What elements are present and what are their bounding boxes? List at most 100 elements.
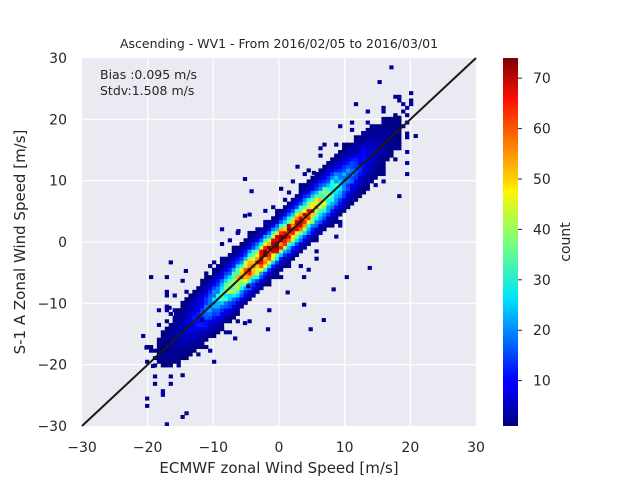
heatmap-cell [353, 146, 359, 151]
heatmap-cell [279, 253, 284, 258]
heatmap-cell [294, 238, 299, 243]
heatmap-cell [239, 282, 244, 287]
heatmap-cell [208, 275, 213, 280]
heatmap-cell [357, 175, 363, 180]
heatmap-cell [302, 183, 307, 188]
heatmap-cell [231, 315, 236, 320]
heatmap-cell [247, 253, 252, 258]
heatmap-cell [393, 127, 398, 132]
heatmap-cell [227, 275, 233, 280]
heatmap-cell [219, 282, 225, 287]
heatmap-cell [286, 256, 292, 261]
heatmap-cell [215, 271, 221, 276]
heatmap-cell [282, 238, 288, 243]
heatmap-cell [342, 175, 347, 180]
heatmap-cell [235, 249, 240, 254]
heatmap-cell [338, 153, 343, 158]
heatmap-cell [172, 322, 177, 327]
heatmap-cell [219, 327, 225, 332]
heatmap-cell [231, 286, 236, 291]
heatmap-cell [247, 260, 252, 265]
heatmap-cell [302, 212, 307, 217]
heatmap-cell [263, 223, 268, 228]
heatmap-cell [290, 179, 296, 184]
heatmap-cell [338, 219, 343, 224]
heatmap-cell [223, 315, 229, 320]
heatmap-cell [160, 330, 166, 335]
heatmap-cell [338, 172, 343, 177]
heatmap-cell [322, 216, 327, 221]
heatmap-cell [188, 326, 193, 331]
heatmap-cell [251, 249, 256, 254]
heatmap-cell [223, 282, 229, 287]
heatmap-cell [176, 341, 181, 346]
heatmap-cell [373, 157, 378, 162]
heatmap-cell [397, 98, 402, 103]
heatmap-cell [290, 201, 296, 206]
heatmap-cell [219, 304, 225, 309]
heatmap-cell [271, 234, 276, 239]
heatmap-cell [322, 183, 327, 188]
heatmap-cell [275, 245, 280, 250]
heatmap-cell [302, 190, 307, 195]
heatmap-cell [345, 197, 351, 202]
heatmap-cell [405, 150, 410, 154]
heatmap-cell [184, 411, 189, 416]
heatmap-cell [401, 109, 406, 114]
heatmap-cell [294, 201, 299, 206]
heatmap-cell [298, 216, 303, 221]
heatmap-cell [413, 134, 418, 139]
heatmap-cell [353, 175, 359, 180]
heatmap-cell [156, 337, 162, 342]
heatmap-cell [353, 183, 359, 188]
heatmap-cell [259, 267, 264, 272]
heatmap-cell [259, 230, 264, 235]
heatmap-cell [148, 275, 154, 280]
heatmap-cell [275, 249, 280, 254]
heatmap-cell [231, 253, 236, 258]
heatmap-cell [243, 264, 248, 269]
heatmap-cell [385, 150, 390, 154]
heatmap-cell [338, 190, 343, 195]
heatmap-cell [208, 319, 213, 324]
heatmap-cell [338, 205, 343, 210]
heatmap-cell [365, 127, 370, 132]
heatmap-cell [275, 212, 280, 217]
heatmap-cell [212, 304, 217, 309]
heatmap-cell [215, 264, 221, 269]
heatmap-cell [282, 205, 288, 210]
heatmap-cell [306, 230, 311, 235]
heatmap-cell [314, 197, 319, 202]
heatmap-cell [200, 293, 205, 298]
heatmap-cell [243, 278, 248, 283]
heatmap-cell [369, 172, 374, 177]
heatmap-cell [243, 242, 248, 246]
heatmap-cell [381, 120, 386, 125]
heatmap-cell [349, 186, 355, 191]
heatmap-cell [357, 150, 363, 154]
heatmap-cell [349, 175, 355, 180]
heatmap-cell [227, 300, 233, 305]
heatmap-cell [405, 105, 410, 110]
heatmap-cell [263, 282, 268, 287]
heatmap-cell [353, 161, 359, 166]
heatmap-cell [365, 146, 370, 151]
heatmap-cell [357, 168, 363, 173]
heatmap-cell [172, 315, 177, 320]
heatmap-cell [373, 168, 378, 173]
heatmap-cell [298, 183, 303, 188]
heatmap-cell [326, 175, 331, 180]
heatmap-cell [271, 216, 276, 221]
heatmap-cell [338, 161, 343, 166]
heatmap-cell [152, 381, 158, 386]
y-tick-label: −10 [37, 296, 67, 312]
heatmap-cell [393, 94, 398, 99]
heatmap-cell [235, 293, 240, 298]
heatmap-cell [219, 267, 225, 272]
heatmap-cell [345, 157, 351, 162]
heatmap-cell [168, 363, 173, 368]
heatmap-cell [369, 168, 374, 173]
heatmap-cell [168, 330, 173, 335]
heatmap-cell [330, 157, 335, 162]
heatmap-cell [172, 319, 177, 324]
